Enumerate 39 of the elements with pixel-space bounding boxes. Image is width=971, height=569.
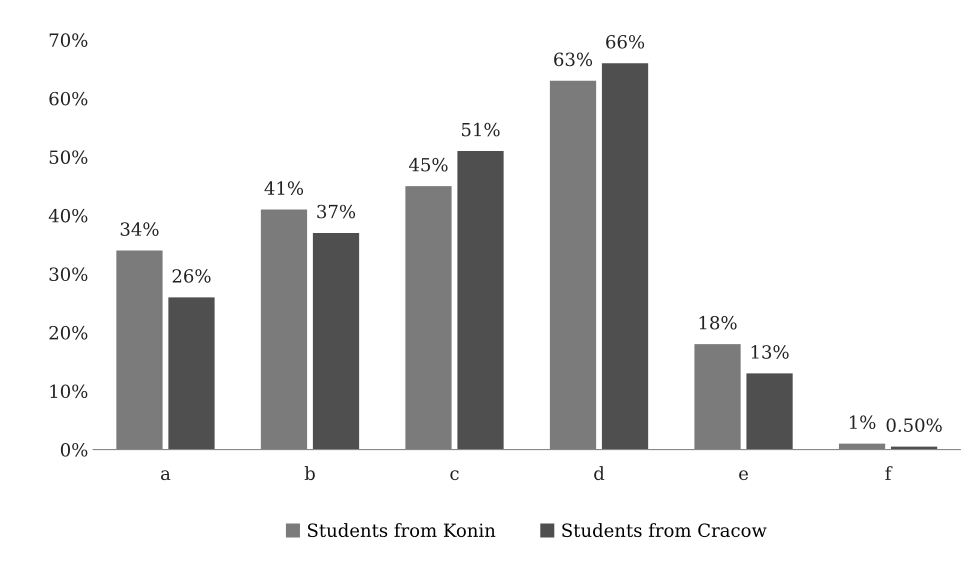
data-label: 63% [554, 52, 592, 66]
bar [746, 373, 793, 450]
bar [405, 186, 452, 450]
data-label: 34% [120, 222, 159, 236]
bar [838, 444, 886, 450]
y-tick-label: 70% [50, 33, 88, 47]
x-tick-label: e [739, 470, 748, 480]
data-label: 45% [408, 158, 448, 172]
x-tick-label: d [594, 466, 604, 480]
data-label: 37% [317, 204, 356, 218]
x-tick-label: c [450, 470, 459, 480]
bar [260, 210, 308, 450]
legend-label: Students from Konin [308, 523, 496, 538]
x-tick-label: a [160, 470, 170, 480]
y-tick-label: 10% [50, 384, 88, 398]
y-tick-label: 50% [50, 150, 88, 164]
y-tick-label: 0% [60, 442, 88, 457]
data-label: 13% [752, 345, 789, 359]
legend-label: Students from Cracow [562, 523, 767, 538]
data-label: 51% [462, 122, 500, 136]
bar [550, 80, 596, 450]
data-label: 18% [700, 316, 737, 330]
x-tick-label: b [304, 466, 315, 480]
data-label: 1% [850, 415, 876, 430]
y-tick-label: 60% [49, 92, 88, 106]
data-label: 0.50% [886, 418, 942, 432]
bar [694, 344, 741, 450]
bar [602, 63, 648, 450]
data-label: 26% [172, 269, 211, 283]
y-tick-label: 20% [49, 326, 88, 340]
y-tick-label: 30% [50, 267, 88, 282]
data-label: 41% [264, 181, 304, 195]
y-tick-label: 40% [48, 208, 88, 223]
bar [312, 232, 360, 450]
bar [116, 250, 163, 450]
bar [457, 151, 504, 450]
data-label: 66% [606, 34, 644, 49]
bar [168, 297, 215, 450]
x-tick-label: f [885, 466, 892, 480]
